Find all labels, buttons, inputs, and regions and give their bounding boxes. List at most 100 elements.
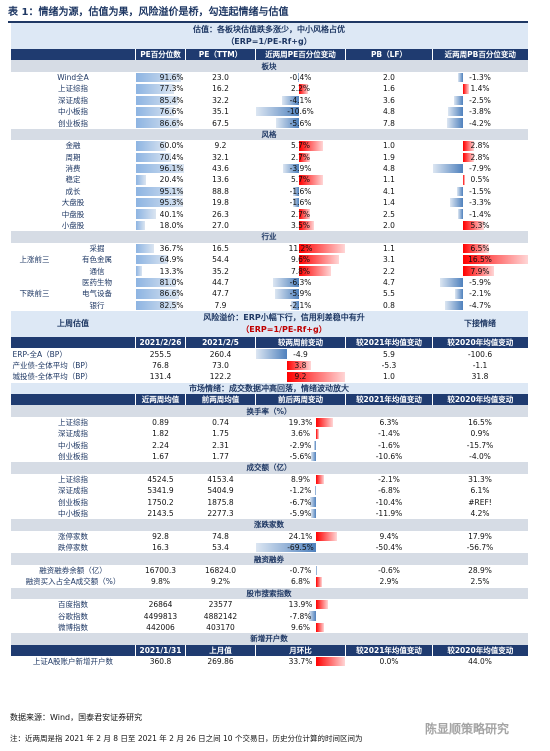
value: 0.89 <box>152 417 169 427</box>
value-cell: 3.6% <box>256 428 346 439</box>
value-cell: 0.5% <box>433 174 528 185</box>
column-header: 前后两周变动 <box>255 393 346 406</box>
value-cell: 5.5 <box>346 288 433 299</box>
value: 1750.2 <box>147 497 174 507</box>
data-bar <box>276 118 300 128</box>
row-label: 涨停家数 <box>11 531 136 542</box>
value-cell: 88.8 <box>186 186 256 197</box>
value-cell: 2.7% <box>256 152 346 163</box>
data-bar <box>448 106 464 117</box>
row: 中小板指 2.24 2.31 -2.9% -1.6% -15.7% <box>11 440 528 451</box>
value: 9.2 <box>294 372 307 382</box>
value: 44.7 <box>212 278 229 287</box>
value-cell: 1875.8 <box>186 496 256 507</box>
label: 金融 <box>65 141 81 151</box>
value-cell: 2.2% <box>256 83 346 94</box>
value-cell <box>433 622 528 633</box>
value: 32.2 <box>212 95 229 105</box>
value: 1.1 <box>383 243 395 253</box>
source: 数据来源：Wind，国泰君安证券研究 <box>10 713 143 722</box>
value: 1.4% <box>470 84 490 94</box>
data-bar <box>444 300 464 310</box>
value: 67.5 <box>212 118 229 128</box>
value: -7.9% <box>469 164 491 174</box>
value: 95.1% <box>159 186 184 196</box>
value-cell: 2.5 <box>346 208 433 219</box>
row: 2021/1/31 上月值 月环比 较2021年均值变动 较2020年均值变动 <box>10 644 528 656</box>
row: 换手率（%） <box>10 405 528 417</box>
row: Wind全A 91.6% 23.0 -0.4% 2.0 -1.3% <box>11 72 528 83</box>
row: 涨停家数 92.8 74.8 24.1% 9.4% 17.9% <box>11 531 528 542</box>
data-bar <box>463 255 528 265</box>
value: -100.6 <box>467 349 493 359</box>
value-cell: 40.1% <box>135 208 186 219</box>
value-cell: 9.2% <box>186 576 256 587</box>
value: 7.8 <box>383 118 395 128</box>
label: 中小板指 <box>58 440 88 450</box>
value-cell: 74.8 <box>186 531 256 542</box>
data-bar <box>311 451 317 462</box>
header-text: 2021/2/26 <box>139 338 182 348</box>
section-title: 估值：各板块估值跌多涨少，中小风格占优 （ERP=1/PE-Rf+g） <box>10 23 528 49</box>
value: 13.6 <box>212 175 229 185</box>
data-bar <box>135 106 174 117</box>
row: 融资买入占全A成交额（%） 9.8% 9.2% 6.8% 2.9% 2.5% <box>11 576 528 587</box>
value: 9.4% <box>379 531 399 541</box>
row: 谷歌指数 4499813 4882142 -7.8% <box>11 610 528 621</box>
value-cell: 6.5% <box>433 243 528 254</box>
column-header: 2021/2/5 <box>185 336 256 349</box>
value-cell: 24.1% <box>256 531 346 542</box>
value: 3.6 <box>383 95 395 105</box>
row: 百度指数 26864 23577 13.9% <box>11 599 528 610</box>
row-label: 深证成指 <box>11 485 136 496</box>
value: 2.9% <box>379 577 399 587</box>
label: 中小板指 <box>58 107 88 117</box>
value-cell: 2.7% <box>256 208 346 219</box>
data-bar <box>316 577 323 587</box>
value-cell: -4.1% <box>256 95 346 106</box>
row: 产业债-全体平均（BP） 76.8 73.0 3.8 -5.3 -1.1 <box>11 360 528 371</box>
value: 20.4% <box>159 175 184 185</box>
column-header: 上月值 <box>185 644 256 656</box>
row: 微博指数 442006 403170 9.6% <box>11 622 528 633</box>
row: 融资融券 <box>10 553 528 565</box>
data-bar <box>463 141 475 151</box>
label: 通信 <box>89 266 105 276</box>
data-bar <box>135 175 146 185</box>
value: 0.8 <box>383 300 395 310</box>
value: 7.8% <box>290 266 311 276</box>
value: 0.5% <box>470 175 490 185</box>
row-label: 上证A股账户新增开户数 <box>11 656 136 667</box>
value-cell <box>346 622 433 633</box>
section-right-label: 下接情绪 <box>432 310 528 337</box>
value: 31.3% <box>468 474 492 484</box>
value: 77.3% <box>159 84 184 94</box>
value: -3.9% <box>289 164 312 174</box>
label: 大盘股 <box>61 198 85 208</box>
value: 16824.0 <box>204 565 236 575</box>
value: 1.67 <box>152 452 169 462</box>
value: 1.75 <box>212 429 229 439</box>
data-bar <box>135 72 182 83</box>
value: -50.4% <box>375 543 403 553</box>
value-cell: 1.6 <box>346 83 433 94</box>
value-cell: 4499813 <box>136 610 186 621</box>
group-name: 融资融券 <box>10 553 528 565</box>
data-bar <box>135 289 179 299</box>
data-bar <box>458 72 464 83</box>
value: -1.1 <box>472 360 488 370</box>
value-cell: -4.2% <box>433 117 528 128</box>
label: 涨停家数 <box>58 531 88 541</box>
label: 深证成指 <box>58 429 88 439</box>
group-name: 成交额（亿） <box>10 462 528 474</box>
value-cell: 2.9% <box>346 576 433 587</box>
value: 2.5% <box>470 577 490 587</box>
label: 城投债-全体平均（BP） <box>12 372 93 382</box>
value-cell: -15.7% <box>433 440 528 451</box>
value-cell: 26864 <box>136 599 186 610</box>
group-label: 股市搜索指数 <box>246 588 292 598</box>
header-blank <box>10 49 136 61</box>
column-header: 前两周均值 <box>185 393 256 406</box>
group-label: 风格 <box>261 129 277 139</box>
label: 上证综指 <box>58 84 88 94</box>
